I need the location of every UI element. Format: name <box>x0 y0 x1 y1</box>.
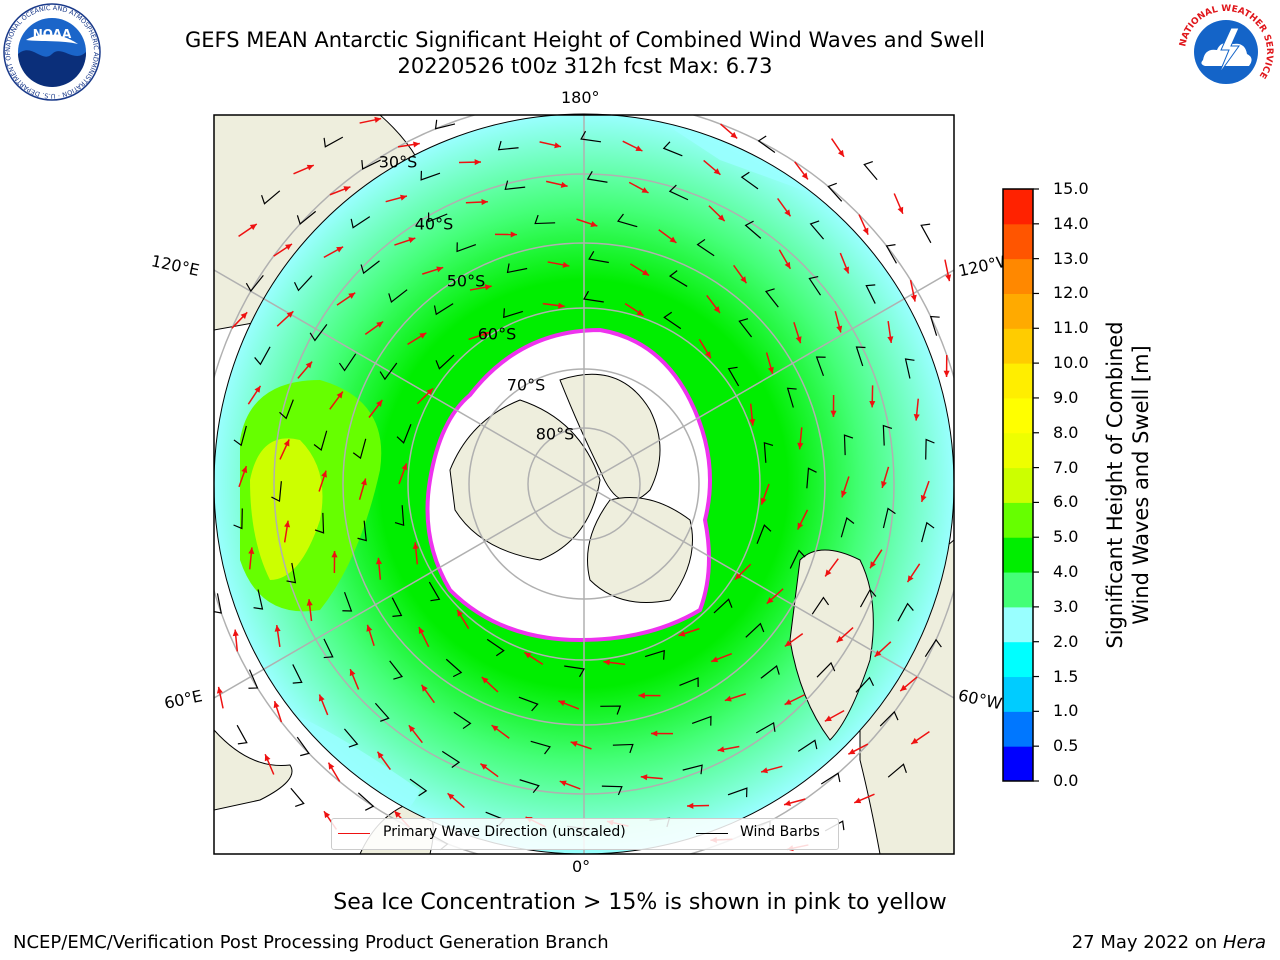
colorbar-tick-label: 10.0 <box>1053 353 1089 373</box>
colorbar-segment <box>1003 641 1033 678</box>
colorbar-tick-label: 0.5 <box>1053 736 1079 756</box>
chart-title: GEFS MEAN Antarctic Significant Height o… <box>184 28 986 52</box>
colorbar-segment <box>1003 467 1033 503</box>
noaa-logo: NATIONAL OCEANIC AND ATMOSPHERIC ADMINIS… <box>2 2 101 101</box>
legend-wind-swatch <box>696 833 728 834</box>
lat-label-80s: 80°S <box>535 424 575 444</box>
colorbar-tick-label: 4.0 <box>1053 562 1079 582</box>
legend-wave-label: Primary Wave Direction (unscaled) <box>383 824 626 840</box>
colorbar-segment <box>1003 572 1033 608</box>
colorbar-segment <box>1003 189 1033 225</box>
colorbar-segment <box>1003 502 1033 538</box>
colorbar-segment <box>1003 223 1033 260</box>
colorbar-tick-label: 1.5 <box>1053 666 1079 686</box>
colorbar-segment <box>1003 606 1033 643</box>
colorbar-segment <box>1003 746 1033 782</box>
chart-subtitle: 20220526 t00z 312h fcst Max: 6.73 <box>397 54 773 78</box>
colorbar-tick-label: 5.0 <box>1053 527 1079 547</box>
colorbar-segment <box>1003 397 1033 434</box>
colorbar-segment <box>1003 537 1033 573</box>
footer-credit: NCEP/EMC/Verification Post Processing Pr… <box>13 932 609 953</box>
colorbar-tick-label: 3.0 <box>1053 596 1079 616</box>
colorbar-tick-label: 7.0 <box>1053 457 1079 477</box>
map-border <box>213 114 955 855</box>
colorbar-segment <box>1003 363 1033 399</box>
map-frame <box>214 115 954 854</box>
colorbar-segment <box>1003 676 1033 712</box>
lat-label-60s: 60°S <box>477 324 517 344</box>
lat-label-70s: 70°S <box>506 375 546 395</box>
colorbar-tick-label: 15.0 <box>1053 179 1089 198</box>
lat-label-40s: 40°S <box>414 214 454 234</box>
colorbar-tick-label: 11.0 <box>1053 318 1089 338</box>
svg-text:NOAA: NOAA <box>33 27 72 41</box>
colorbar-tick-label: 12.0 <box>1053 283 1089 303</box>
colorbar-tick-label: 6.0 <box>1053 492 1079 512</box>
lon-label-180: 180° <box>561 88 600 107</box>
colorbar-tick-label: 8.0 <box>1053 422 1079 442</box>
colorbar <box>1002 188 1039 782</box>
wind-barbs <box>214 119 942 851</box>
colorbar-segment <box>1003 711 1033 747</box>
colorbar-tick-label: 9.0 <box>1053 387 1079 407</box>
colorbar-segment <box>1003 258 1033 294</box>
colorbar-segment <box>1003 293 1033 329</box>
lat-label-50s: 50°S <box>446 271 486 291</box>
colorbar-segment <box>1003 328 1033 364</box>
colorbar-tick-label: 0.0 <box>1053 771 1079 790</box>
wave-direction-arrows <box>216 116 952 852</box>
colorbar-label: Significant Height of Combined Wind Wave… <box>1103 321 1153 649</box>
colorbar-tick-label: 2.0 <box>1053 631 1079 651</box>
legend-wind-label: Wind Barbs <box>740 824 820 840</box>
wave-peak-region <box>250 438 323 580</box>
footer-date: 27 May 2022 on Hera <box>1071 932 1266 953</box>
colorbar-segment <box>1003 432 1033 469</box>
map-legend: Primary Wave Direction (unscaled) Wind B… <box>331 818 839 850</box>
colorbar-tick-label: 13.0 <box>1053 248 1089 268</box>
colorbar-tick-label: 1.0 <box>1053 701 1079 721</box>
nws-logo: NATIONAL WEATHER SERVICE <box>1178 4 1274 100</box>
legend-wave-swatch <box>338 833 370 834</box>
graticule <box>214 115 954 854</box>
lat-label-30s: 30°S <box>378 152 418 172</box>
lon-label-0: 0° <box>572 857 591 876</box>
sea-ice-note: Sea Ice Concentration > 15% is shown in … <box>333 890 947 915</box>
colorbar-tick-label: 14.0 <box>1053 213 1089 233</box>
